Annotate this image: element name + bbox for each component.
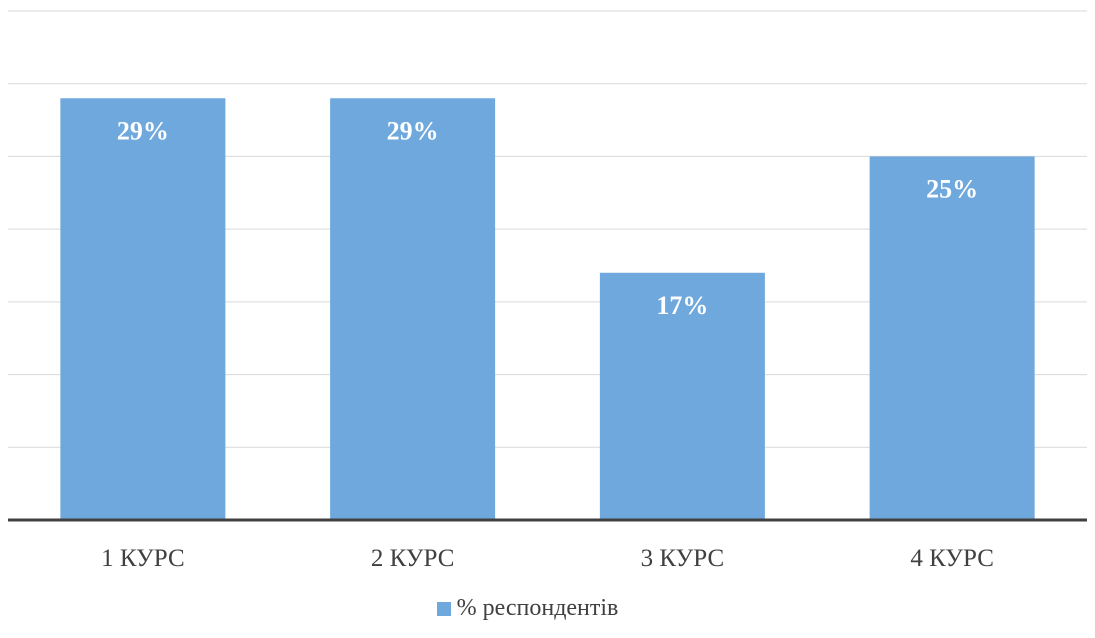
legend-item: % респондентів (436, 595, 619, 622)
bar (330, 98, 496, 520)
bars (60, 98, 1035, 520)
legend-swatch (436, 601, 451, 616)
x-tick-label: 1 КУРС (101, 545, 185, 572)
bar (599, 272, 765, 520)
bar (869, 156, 1035, 520)
legend-label: % респондентів (456, 595, 619, 621)
x-tick-label: 4 КУРС (910, 545, 994, 572)
data-label: 29% (387, 116, 439, 145)
legend: % респондентів (0, 595, 1095, 623)
data-label: 17% (656, 291, 708, 320)
x-tick-label: 3 КУРС (641, 545, 725, 572)
x-tick-labels: 1 КУРС 2 КУРС 3 КУРС 4 КУРС (101, 545, 994, 572)
data-label: 29% (117, 116, 169, 145)
data-label: 25% (926, 174, 978, 203)
data-labels: 29% 29% 17% 25% (117, 116, 978, 320)
bar (60, 98, 226, 520)
x-tick-label: 2 КУРС (371, 545, 455, 572)
